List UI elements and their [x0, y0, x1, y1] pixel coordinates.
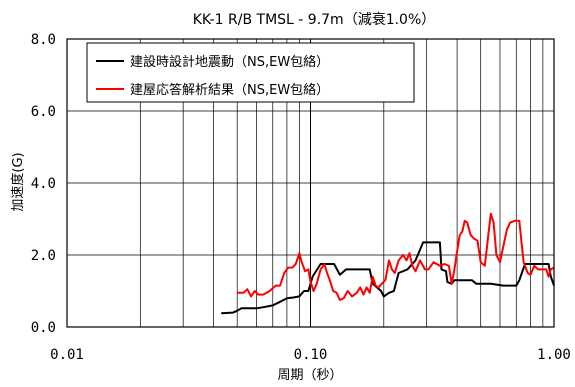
series-line-design-ground-motion — [221, 241, 555, 315]
y-tick-label: 8.0 — [31, 32, 56, 48]
series-line-building-response — [237, 212, 555, 301]
x-tick-label: 1.00 — [537, 347, 571, 363]
y-axis-label: 加速度(G) — [10, 152, 26, 211]
x-tick-label: 0.10 — [294, 347, 328, 363]
y-tick-label: 4.0 — [31, 176, 56, 192]
legend-box — [86, 42, 415, 103]
y-tick-label: 2.0 — [31, 248, 56, 264]
chart-title: KK-1 R/B TMSL - 9.7m（減衰1.0%） — [193, 11, 436, 28]
tick-labels: 0.01 0.10 1.00 0.0 2.0 4.0 6.0 8.0 — [31, 32, 571, 363]
legend-label-design-ground-motion: 建設時設計地震動（NS,EW包絡） — [130, 54, 329, 70]
y-tick-label: 0.0 — [31, 320, 56, 336]
y-tick-label: 6.0 — [31, 104, 56, 120]
legend: 建設時設計地震動（NS,EW包絡） 建屋応答解析結果（NS,EW包絡） — [86, 42, 415, 103]
legend-label-building-response: 建屋応答解析結果（NS,EW包絡） — [130, 82, 329, 98]
x-axis-label: 周期（秒） — [277, 368, 342, 383]
plot-frame — [66, 38, 555, 328]
x-tick-label: 0.01 — [50, 347, 84, 363]
series-layer — [221, 212, 555, 315]
